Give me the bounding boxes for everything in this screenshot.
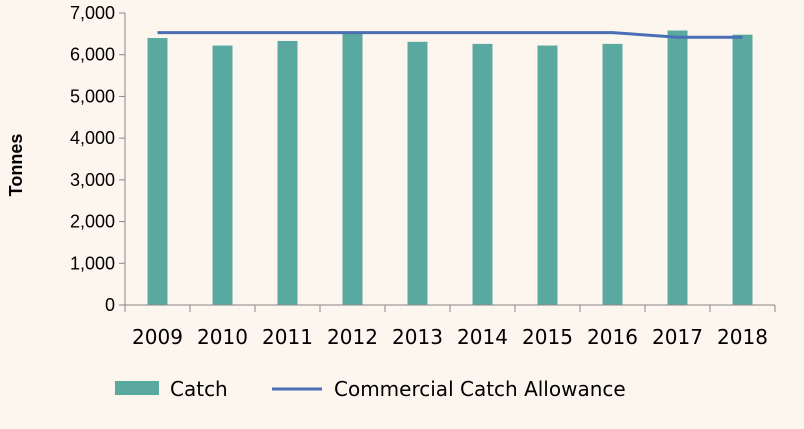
line-commercial-catch-allowance: [157, 31, 743, 39]
legend-label-commercial-catch-allowance: Commercial Catch Allowance: [334, 377, 626, 401]
y-tick-label: 1,000: [70, 253, 115, 273]
x-axis: 2009 2010 2011 2012 2013 2014 2015 2016 2017 2018: [124, 305, 776, 349]
x-tick-label: 2009: [132, 325, 183, 349]
bar-catch-2012: [342, 32, 363, 305]
y-tick-label: 0: [105, 295, 115, 315]
bar-catch-2010: [212, 45, 233, 306]
bar-catch-2014: [472, 43, 493, 306]
y-tick-label: 6,000: [70, 45, 115, 65]
legend: Catch Commercial Catch Allowance: [115, 377, 626, 401]
y-axis: 0 1,000 2,000 3,000 4,000 5,000 6,000 7,000: [70, 3, 125, 315]
x-tick-label: 2015: [522, 325, 573, 349]
x-tick-label: 2010: [197, 325, 248, 349]
x-tick-label: 2013: [392, 325, 443, 349]
legend-swatch-catch: [115, 381, 159, 395]
bar-catch-2013: [407, 41, 428, 305]
bar-catch-2015: [537, 45, 558, 306]
x-tick-label: 2017: [652, 325, 703, 349]
bar-catch-2017: [667, 30, 688, 306]
y-axis-label: Tonnes: [6, 134, 26, 197]
bar-catch-2009: [147, 38, 168, 306]
bars: [147, 30, 753, 306]
y-tick-label: 7,000: [70, 3, 115, 23]
y-tick-label: 4,000: [70, 128, 115, 148]
x-tick-label: 2018: [717, 325, 768, 349]
x-tick-label: 2012: [327, 325, 378, 349]
legend-label-catch: Catch: [170, 377, 228, 401]
y-tick-label: 5,000: [70, 86, 115, 106]
y-tick-label: 3,000: [70, 170, 115, 190]
catch-allowance-line-group: [157, 31, 743, 39]
bar-catch-2011: [277, 40, 298, 305]
x-tick-label: 2014: [457, 325, 508, 349]
y-tick-label: 2,000: [70, 212, 115, 232]
x-tick-label: 2016: [587, 325, 638, 349]
bar-catch-2016: [602, 43, 623, 306]
x-tick-label: 2011: [262, 325, 313, 349]
bar-catch-2018: [732, 34, 753, 305]
